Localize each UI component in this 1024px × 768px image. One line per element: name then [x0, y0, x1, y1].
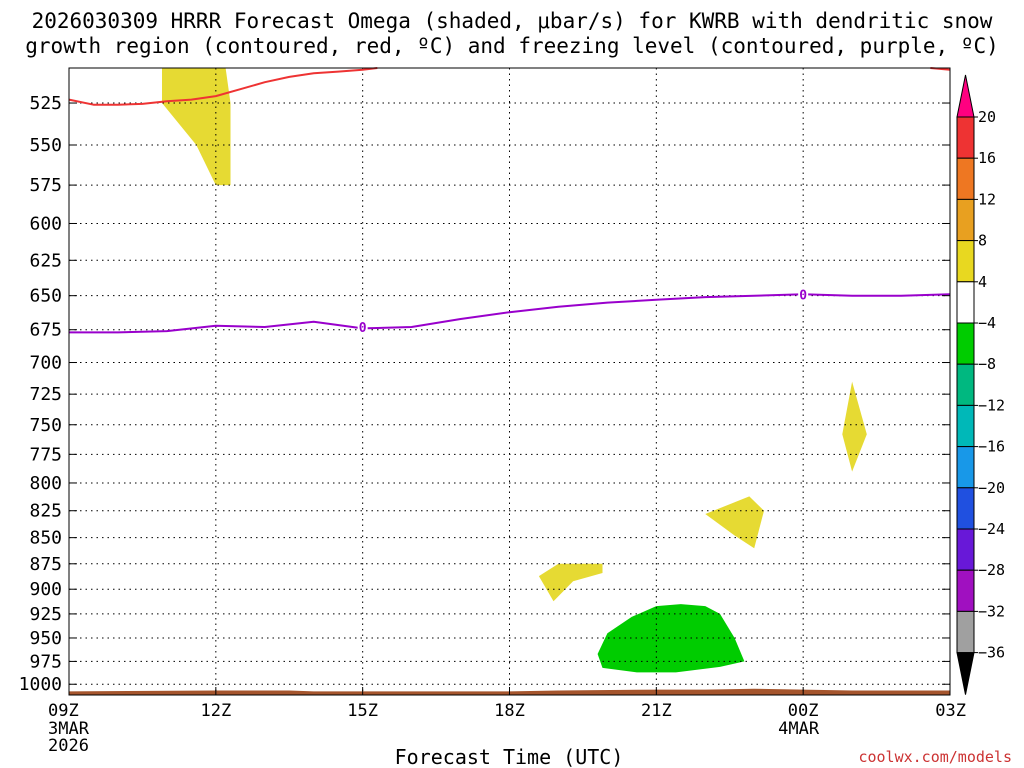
colorbar-label-5: −4	[978, 314, 996, 332]
colorbar-swatch-12	[956, 569, 975, 612]
x-tick-label-00Z: 00Z	[788, 701, 819, 721]
x-tick-sublabel-09Z-0: 3MAR	[48, 719, 90, 739]
colorbar-label-12: −32	[978, 602, 1005, 620]
y-tick-label-700: 700	[29, 353, 62, 374]
y-tick-label-875: 875	[29, 554, 62, 575]
y-tick-label-975: 975	[29, 651, 62, 672]
y-tick-label-650: 650	[29, 286, 62, 307]
colorbar-label-4: 4	[978, 273, 987, 291]
x-tick-label-03Z: 03Z	[935, 701, 966, 721]
x-tick-label-18Z: 18Z	[494, 701, 525, 721]
y-tick-label-900: 900	[29, 579, 62, 600]
x-tick-label-09Z: 09Z	[48, 701, 79, 721]
colorbar-label-1: 16	[978, 149, 996, 167]
colorbar-top-arrow	[956, 74, 975, 118]
colorbar-swatch-6	[956, 322, 975, 365]
y-tick-label-925: 925	[29, 604, 62, 625]
colorbar-bottom-arrow	[956, 652, 975, 695]
y-tick-label-525: 525	[29, 93, 62, 114]
contour-label-bg-1	[798, 287, 809, 302]
y-tick-label-800: 800	[29, 473, 62, 494]
colorbar-swatch-1	[956, 116, 975, 159]
contour-line-0	[68, 67, 378, 106]
y-tick-label-950: 950	[29, 628, 62, 649]
y-tick-label-1000: 1000	[19, 674, 62, 695]
colorbar-swatch-10	[956, 487, 975, 530]
y-tick-label-600: 600	[29, 213, 62, 234]
chart-title-line2: growth region (contoured, red, ºC) and f…	[25, 34, 999, 58]
colorbar-label-8: −16	[978, 438, 1005, 456]
plot-area: 0 0 525 550 575 600 625 650 675 700 725 750 775 800 8…	[19, 67, 966, 756]
chart-title-line1: 2026030309 HRRR Forecast Omega (shaded, …	[32, 9, 993, 33]
x-tick-label-21Z: 21Z	[641, 701, 672, 721]
colorbar-label-13: −36	[978, 644, 1005, 662]
y-tick-label-850: 850	[29, 528, 62, 549]
colorbar-label-10: −24	[978, 520, 1005, 538]
colorbar-swatch-11	[956, 528, 975, 571]
x-tick-sublabel-09Z-1: 2026	[48, 736, 89, 756]
y-tick-label-825: 825	[29, 501, 62, 522]
colorbar-label-7: −12	[978, 396, 1005, 414]
x-tick-label-15Z: 15Z	[347, 701, 378, 721]
colorbar-swatch-4	[956, 240, 975, 283]
colorbar-label-2: 12	[978, 190, 996, 208]
omega-region-yellow-12z-upper	[162, 68, 231, 186]
y-tick-label-625: 625	[29, 250, 62, 271]
colorbar-label-6: −8	[978, 355, 996, 373]
contour-label-1: 0	[799, 288, 807, 303]
colorbar-swatch-3	[956, 198, 975, 242]
y-tick-label-725: 725	[29, 384, 62, 405]
colorbar-swatch-5	[956, 281, 975, 324]
colorbar-label-3: 8	[978, 232, 987, 250]
contour-label-0: 0	[359, 321, 367, 336]
y-tick-label-575: 575	[29, 175, 62, 196]
colorbar-label-9: −20	[978, 479, 1005, 497]
x-axis-title: Forecast Time (UTC)	[395, 745, 624, 768]
colorbar-label-11: −28	[978, 561, 1005, 579]
omega-region-yellow-19z	[538, 563, 603, 602]
x-tick-label-12Z: 12Z	[200, 701, 231, 721]
omega-region-yellow-23z	[705, 496, 764, 549]
contour-label-bg-0	[357, 320, 368, 335]
credit-text: coolwx.com/models	[858, 748, 1012, 766]
y-tick-label-550: 550	[29, 135, 62, 156]
colorbar-swatch-9	[956, 446, 975, 489]
colorbar-swatch-2	[956, 157, 975, 200]
colorbar-swatch-13	[956, 610, 975, 654]
colorbar-swatch-8	[956, 404, 975, 448]
y-tick-label-750: 750	[29, 415, 62, 436]
x-tick-sublabel-00Z-0: 4MAR	[778, 719, 820, 739]
omega-region-yellow-01z	[842, 381, 867, 472]
colorbar-swatch-7	[956, 363, 975, 406]
y-tick-label-775: 775	[29, 444, 62, 465]
colorbar-label-0: 20	[978, 108, 996, 126]
omega-region-green-22z	[597, 604, 745, 673]
colorbar: 20 16 12 8 4 −4 −8 −12 −16 −20 −24 −28 −32 −36	[956, 74, 1005, 695]
y-tick-label-675: 675	[29, 320, 62, 341]
